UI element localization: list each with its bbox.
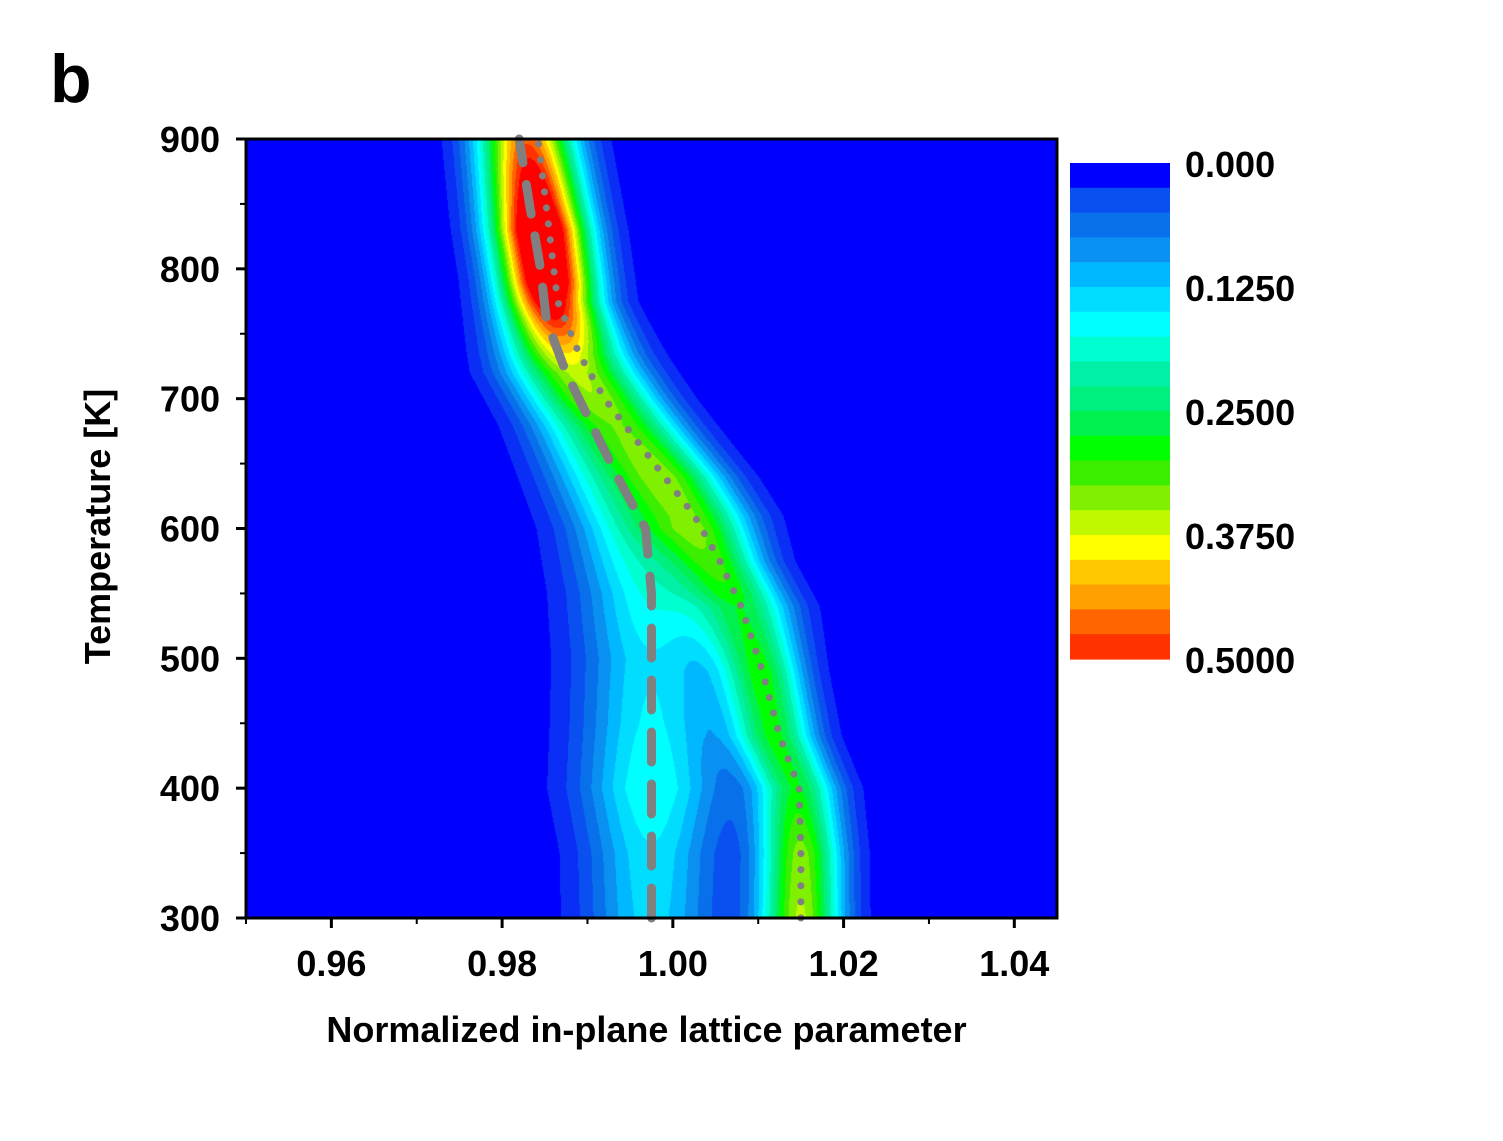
- colorbar-swatch: [1070, 559, 1170, 586]
- dotted-trend-line: [534, 135, 805, 922]
- y-tick-label: 500: [160, 638, 220, 679]
- colorbar: [1070, 163, 1170, 660]
- colorbar-swatch: [1070, 187, 1170, 214]
- colorbar-swatch: [1070, 361, 1170, 387]
- colorbar-swatch: [1070, 485, 1170, 511]
- x-axis: 0.96 0.98 1.00 1.02 1.04: [245, 918, 1049, 984]
- colorbar-swatch: [1070, 584, 1170, 610]
- x-axis-title: Normalized in-plane lattice parameter: [326, 1009, 966, 1050]
- plot-area: [246, 134, 1057, 923]
- colorbar-swatch: [1070, 262, 1170, 288]
- colorbar-swatch: [1070, 634, 1170, 660]
- dashed-trend-line: [514, 134, 656, 923]
- colorbar-swatch: [1070, 287, 1170, 313]
- colorbar-swatch: [1070, 311, 1170, 338]
- colorbar-swatch: [1070, 609, 1170, 635]
- colorbar-label: 0.1250: [1185, 268, 1295, 309]
- x-tick-label: 0.96: [296, 943, 366, 984]
- colorbar-swatch: [1070, 411, 1170, 437]
- colorbar-label: 0.5000: [1185, 640, 1295, 681]
- y-tick-label: 900: [160, 119, 220, 160]
- colorbar-swatch: [1070, 510, 1170, 536]
- colorbar-label: 0.000: [1185, 144, 1275, 185]
- colorbar-swatch: [1070, 460, 1170, 486]
- y-tick-label: 800: [160, 249, 220, 290]
- y-axis-title: Temperature [K]: [77, 389, 118, 664]
- colorbar-label: 0.3750: [1185, 516, 1295, 557]
- colorbar-label: 0.2500: [1185, 392, 1295, 433]
- panel-label: b: [50, 41, 92, 117]
- x-tick-label: 1.02: [809, 943, 879, 984]
- y-tick-label: 600: [160, 509, 220, 550]
- x-tick-label: 1.00: [638, 943, 708, 984]
- colorbar-swatch: [1070, 535, 1170, 561]
- colorbar-swatch: [1070, 435, 1170, 462]
- colorbar-swatch: [1070, 336, 1170, 362]
- colorbar-labels: 0.000 0.1250 0.2500 0.3750 0.5000: [1185, 144, 1295, 681]
- x-tick-label: 1.04: [979, 943, 1049, 984]
- colorbar-swatch: [1070, 163, 1170, 189]
- colorbar-swatch: [1070, 386, 1170, 412]
- x-tick-label: 0.98: [467, 943, 537, 984]
- y-tick-label: 300: [160, 898, 220, 939]
- y-tick-label: 700: [160, 379, 220, 420]
- colorbar-swatch: [1070, 212, 1170, 238]
- y-axis: 300 400 500 600 700 800 900: [160, 119, 246, 939]
- y-tick-label: 400: [160, 768, 220, 809]
- colorbar-swatch: [1070, 237, 1170, 263]
